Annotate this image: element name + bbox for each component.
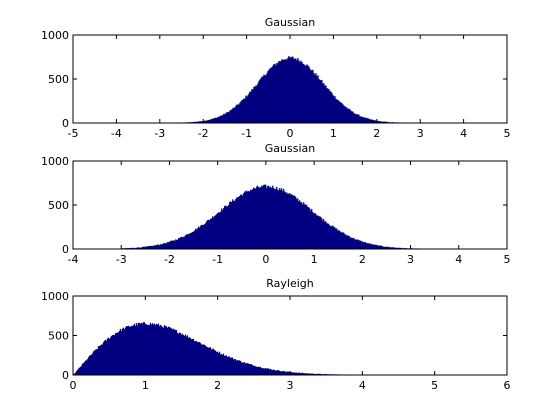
x-tick-label: -2 xyxy=(164,253,175,266)
x-tick-label: 6 xyxy=(504,379,511,392)
y-tick-label: 0 xyxy=(62,243,69,256)
x-tick-label: -2 xyxy=(198,127,209,140)
x-tick-label: 2 xyxy=(359,253,366,266)
y-tick-label: 0 xyxy=(62,117,69,130)
x-tick-label: -3 xyxy=(116,253,127,266)
x-tick-label: 0 xyxy=(287,127,294,140)
x-tick-label: -4 xyxy=(68,253,79,266)
histogram-bars xyxy=(121,184,421,250)
subplot-title: Rayleigh xyxy=(266,277,314,290)
subplot-title: Gaussian xyxy=(265,16,315,29)
x-tick-label: -1 xyxy=(212,253,223,266)
x-tick-label: 3 xyxy=(417,127,424,140)
x-tick-label: 0 xyxy=(262,253,269,266)
x-tick-label: 0 xyxy=(70,379,77,392)
x-tick-label: 1 xyxy=(311,253,318,266)
x-tick-label: -4 xyxy=(111,127,122,140)
x-tick-label: 5 xyxy=(504,253,511,266)
x-tick-label: 4 xyxy=(359,379,366,392)
x-tick-label: 5 xyxy=(504,127,511,140)
x-tick-label: 3 xyxy=(287,379,294,392)
y-tick-label: 1000 xyxy=(41,290,69,303)
x-tick-label: 1 xyxy=(142,379,149,392)
y-tick-label: 500 xyxy=(48,199,69,212)
y-tick-label: 0 xyxy=(62,369,69,382)
x-tick-label: 4 xyxy=(460,127,467,140)
x-tick-label: 2 xyxy=(373,127,380,140)
histogram-bars xyxy=(142,56,439,124)
x-tick-label: 3 xyxy=(407,253,414,266)
y-tick-label: 500 xyxy=(48,73,69,86)
x-tick-label: 1 xyxy=(330,127,337,140)
y-tick-label: 500 xyxy=(48,330,69,343)
subplot-rayleigh: 0 1 2 3 4 5 6 0 500 1000 Rayleigh xyxy=(41,277,511,392)
y-tick-label: 1000 xyxy=(41,155,69,168)
subplot-gaussian-1: -5 -4 -3 -2 -1 0 1 2 3 4 5 0 500 1000 Gaussian xyxy=(41,16,511,140)
x-tick-label: -1 xyxy=(241,127,252,140)
histogram-bars xyxy=(73,322,364,376)
x-tick-label: 4 xyxy=(455,253,462,266)
x-tick-label: 2 xyxy=(214,379,221,392)
y-tick-label: 1000 xyxy=(41,29,69,42)
subplot-title: Gaussian xyxy=(265,142,315,155)
x-tick-label: -3 xyxy=(154,127,165,140)
subplot-gaussian-2: -4 -3 -2 -1 0 1 2 3 4 5 0 500 1000 Gaussian xyxy=(41,142,511,266)
x-tick-label: 5 xyxy=(431,379,438,392)
x-tick-label: -5 xyxy=(68,127,79,140)
